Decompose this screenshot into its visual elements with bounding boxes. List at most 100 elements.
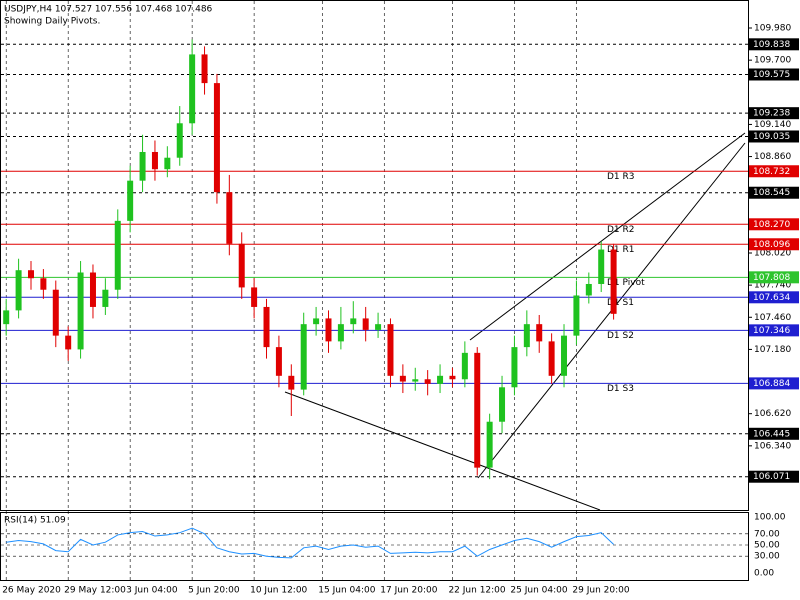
candle-body — [461, 352, 468, 380]
rsi-line — [6, 527, 614, 559]
price-label: 109.575 — [753, 70, 790, 80]
pivot-value: 108.732 — [753, 167, 790, 177]
y-tick-label: 108.860 — [754, 152, 791, 162]
rsi-tick-label: 50.00 — [754, 541, 780, 551]
candle-body — [275, 347, 282, 376]
candle-body — [201, 54, 208, 84]
x-tick-label: 5 Jun 20:00 — [188, 586, 240, 596]
candle-body — [189, 54, 196, 124]
candle-body — [486, 421, 493, 468]
candle-body — [412, 379, 419, 382]
y-tick-label: 106.620 — [754, 409, 791, 419]
candle-body — [15, 270, 22, 311]
candle-body — [102, 289, 109, 307]
candle-body — [536, 324, 543, 342]
candle-body — [52, 289, 59, 336]
price-label: 106.071 — [753, 472, 790, 482]
price-label: 109.238 — [753, 109, 790, 119]
rsi-tick-label: 70.00 — [754, 529, 780, 539]
candle-body — [40, 278, 47, 290]
price-box — [749, 68, 799, 81]
pivot-value: 107.346 — [753, 326, 790, 336]
candle-body — [27, 270, 34, 279]
candle-body — [226, 192, 233, 244]
candle-body — [238, 243, 245, 288]
candle-body — [213, 83, 220, 193]
pivot-value: 108.096 — [753, 240, 790, 250]
candle-body — [325, 318, 332, 342]
candle-body — [89, 272, 96, 307]
trend-line — [284, 391, 601, 511]
candle-body — [300, 324, 307, 390]
candle-body — [251, 287, 258, 307]
x-tick-label: 15 Jun 04:00 — [318, 586, 375, 596]
pivot-label: D1 S1 — [607, 298, 634, 308]
x-tick-label: 17 Jun 20:00 — [380, 586, 437, 596]
pivot-box — [749, 324, 799, 337]
x-tick-label: 26 May 2020 — [2, 586, 61, 596]
pivot-value: 108.270 — [753, 220, 790, 230]
candle-body — [610, 249, 617, 314]
x-tick-label: 25 Jun 04:00 — [510, 586, 567, 596]
candle-body — [337, 324, 344, 342]
pivot-box — [749, 271, 799, 284]
rsi-tick-label: 30.00 — [754, 552, 780, 562]
pivot-value: 107.808 — [753, 273, 790, 283]
pivot-box — [749, 165, 799, 178]
price-box — [749, 130, 799, 143]
pivot-label: D1 S2 — [607, 331, 634, 341]
x-tick-label: 3 Jun 04:00 — [126, 586, 178, 596]
pivot-label: D1 S3 — [607, 384, 634, 394]
candle-body — [499, 387, 506, 422]
trend-line — [469, 132, 746, 341]
candle-body — [585, 283, 592, 296]
pivot-value: 106.884 — [753, 379, 790, 389]
price-label: 106.445 — [753, 429, 790, 439]
y-tick-label: 109.700 — [754, 56, 791, 66]
candle-body — [151, 151, 158, 170]
candle-body — [313, 318, 320, 325]
y-tick-label: 108.020 — [754, 248, 791, 258]
price-label: 109.838 — [753, 40, 790, 50]
candle-body — [437, 375, 444, 384]
y-tick-label: 109.140 — [754, 120, 791, 130]
rsi-tick-label: 0.00 — [754, 569, 774, 579]
pivot-label: D1 Pivot — [607, 278, 645, 288]
candle-body — [387, 324, 394, 376]
pivot-value: 107.634 — [753, 293, 790, 303]
candle-body — [598, 249, 605, 284]
rsi-title: RSI(14) 51.09 — [4, 516, 66, 526]
candle-body — [548, 341, 555, 376]
price-label: 108.545 — [753, 188, 790, 198]
price-box — [749, 470, 799, 483]
candle-body — [139, 151, 146, 181]
y-tick-label: 107.740 — [754, 281, 791, 291]
candle-body — [77, 272, 84, 350]
candle-body — [449, 375, 456, 380]
y-tick-label: 106.340 — [754, 441, 791, 451]
candle-body — [127, 180, 134, 221]
candle-body — [399, 375, 406, 382]
y-tick-label: 109.980 — [754, 24, 791, 34]
price-box — [749, 38, 799, 51]
x-tick-label: 29 Jun 20:00 — [572, 586, 629, 596]
candle-body — [164, 157, 171, 170]
x-tick-label: 10 Jun 12:00 — [250, 586, 307, 596]
candle-body — [424, 379, 431, 384]
candle-body — [511, 347, 518, 388]
candle-body — [65, 335, 72, 350]
pivot-label: D1 R1 — [607, 245, 635, 255]
rsi-tick-label: 100.00 — [754, 513, 786, 523]
pivot-box — [749, 291, 799, 304]
candle-body — [288, 375, 295, 390]
candle-body — [573, 295, 580, 336]
y-tick-label: 107.460 — [754, 313, 791, 323]
candle-body — [176, 123, 183, 158]
candle-body — [350, 318, 357, 325]
price-label: 109.035 — [753, 132, 790, 142]
candle-body — [523, 324, 530, 348]
pivot-box — [749, 238, 799, 251]
price-box — [749, 186, 799, 199]
